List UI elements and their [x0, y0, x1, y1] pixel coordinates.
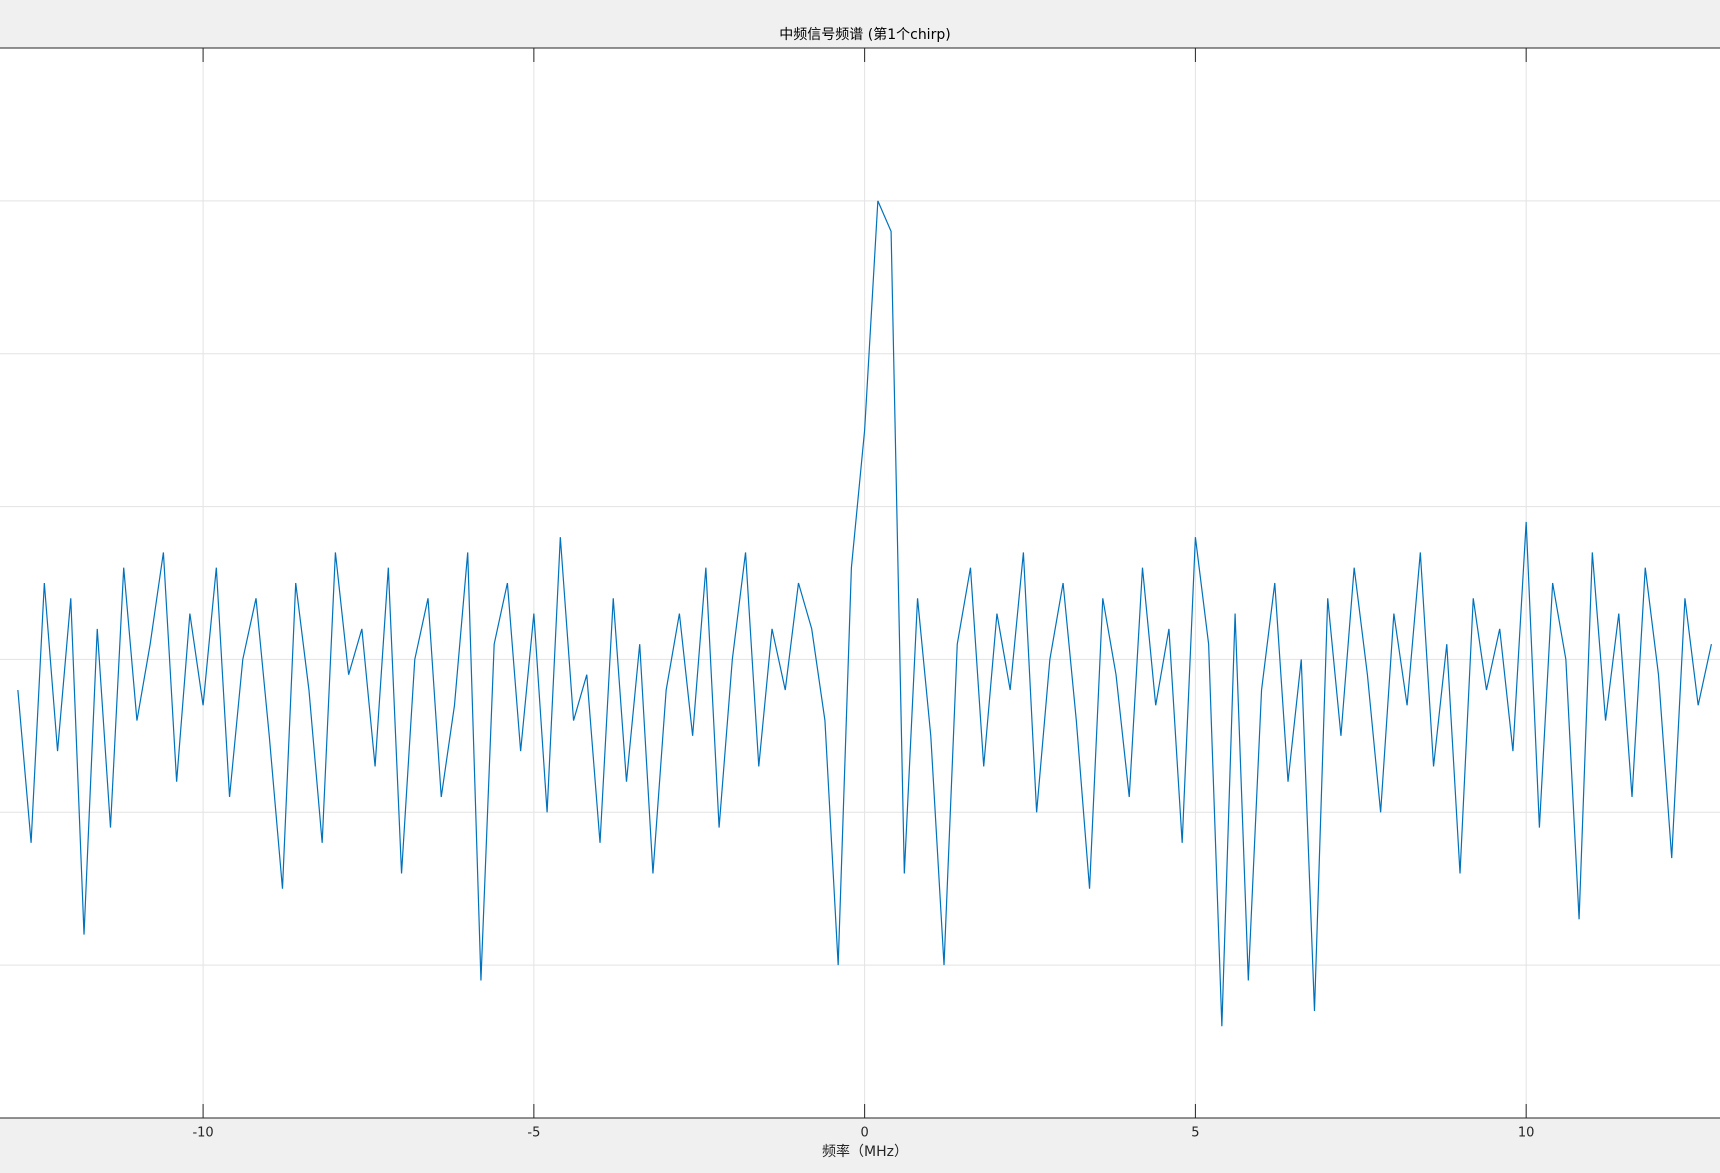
x-tick-label: 10 — [1518, 1126, 1535, 1141]
x-axis-label: 频率（MHz） — [822, 1143, 908, 1160]
x-tick-label: -5 — [527, 1126, 540, 1141]
chart-title: 中频信号频谱 (第1个chirp) — [779, 26, 950, 43]
x-tick-label: 5 — [1191, 1126, 1199, 1141]
data-line — [17, 200, 1712, 1027]
x-tick-label: 0 — [860, 1126, 868, 1141]
plot-area — [0, 48, 1720, 1118]
x-tick-label: -10 — [192, 1126, 213, 1141]
